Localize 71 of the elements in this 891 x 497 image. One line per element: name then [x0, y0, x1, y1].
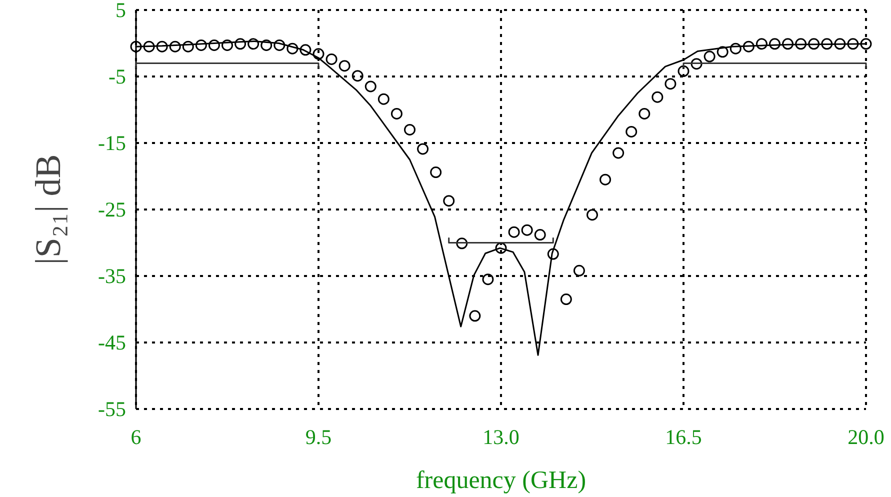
point [390, 108, 402, 120]
point [626, 126, 638, 138]
point [300, 44, 312, 56]
point [534, 229, 546, 241]
point [769, 38, 780, 50]
point [795, 38, 807, 50]
point [417, 143, 429, 155]
x-tick-label: 13.0 [482, 425, 520, 449]
point [808, 38, 820, 50]
point [208, 39, 220, 51]
point [600, 174, 612, 186]
point [690, 58, 702, 70]
point [169, 40, 181, 52]
x-tick-label: 20.0 [848, 425, 884, 449]
y-tick-label: -35 [98, 264, 126, 288]
point [612, 147, 624, 159]
point [756, 38, 768, 50]
point [430, 166, 442, 178]
point [847, 38, 859, 50]
y-tick-label: -45 [98, 330, 126, 354]
point [352, 70, 364, 82]
point [638, 108, 650, 120]
x-tick-label: 9.5 [305, 425, 332, 449]
point [704, 50, 716, 62]
y-axis-title: |S₂₁| dB [28, 154, 68, 265]
point [364, 80, 376, 92]
point [222, 39, 233, 51]
point [495, 242, 507, 254]
point [404, 124, 416, 136]
point [652, 91, 664, 103]
point [338, 60, 350, 72]
point [312, 48, 324, 60]
point [248, 38, 260, 50]
point [260, 39, 272, 51]
x-tick-label: 6 [130, 425, 142, 449]
point [274, 39, 286, 51]
point [860, 38, 872, 50]
point [469, 310, 481, 322]
point [716, 46, 728, 58]
point [730, 42, 742, 54]
point [456, 238, 468, 250]
point [821, 38, 833, 50]
point [782, 38, 794, 50]
point [130, 40, 142, 52]
point [443, 195, 455, 207]
point [378, 93, 390, 105]
point [834, 38, 846, 50]
y-tick-label: 5 [116, 0, 126, 22]
x-axis-title: frequency (GHz) [416, 467, 586, 494]
point [521, 224, 533, 236]
point [143, 40, 155, 52]
point [182, 40, 194, 52]
point [482, 274, 494, 286]
point [195, 39, 207, 51]
point [664, 78, 676, 90]
point [547, 248, 559, 260]
y-tick-label: -5 [108, 64, 126, 88]
point [573, 264, 585, 276]
y-tick-label: -25 [98, 198, 126, 222]
point [286, 42, 298, 54]
y-tick-label: -15 [98, 131, 126, 155]
point [678, 65, 690, 77]
x-tick-label: 16.5 [665, 425, 702, 449]
point [326, 53, 338, 65]
point [560, 294, 572, 306]
point [234, 38, 246, 50]
y-tick-label: -55 [98, 397, 126, 421]
point [586, 209, 598, 221]
point [156, 40, 168, 52]
point [742, 40, 754, 52]
point [508, 226, 520, 238]
